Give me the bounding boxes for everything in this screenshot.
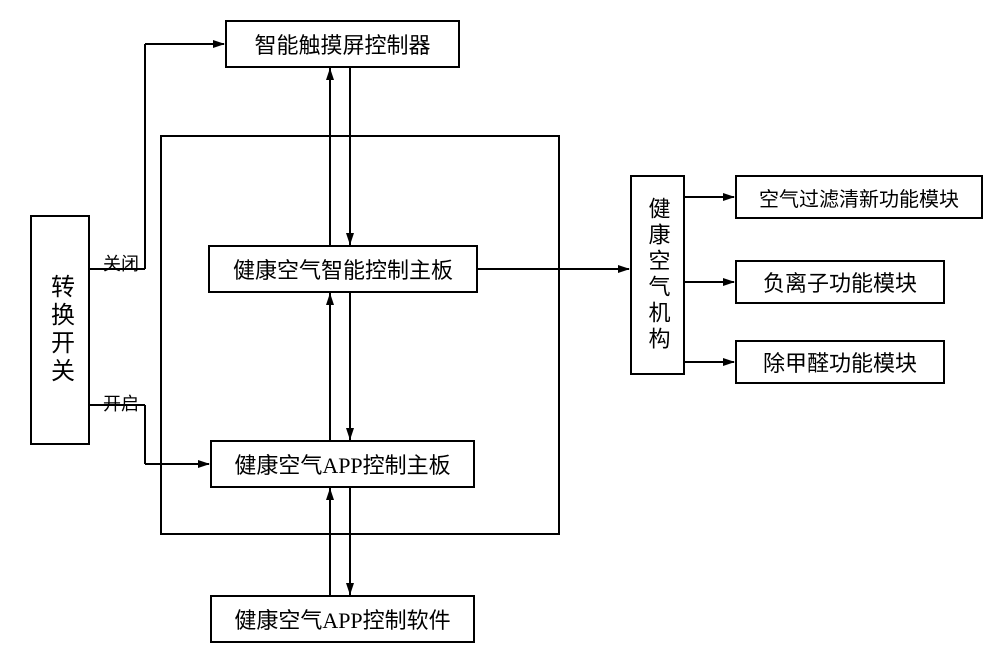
app-software-node: 健康空气APP控制软件 [210,595,475,643]
air-mechanism-label: 健康空气机构 [642,197,674,353]
app-software-label: 健康空气APP控制软件 [234,603,450,635]
touchscreen-label: 智能触摸屏控制器 [254,28,430,60]
filter-module-label: 空气过滤清新功能模块 [759,183,959,212]
smart-board-label: 健康空气智能控制主板 [233,253,453,285]
ion-module-node: 负离子功能模块 [735,260,945,304]
ion-module-label: 负离子功能模块 [763,266,917,298]
switch-node: 转换开关 [30,215,90,445]
close-label: 关闭 [103,250,139,276]
touchscreen-node: 智能触摸屏控制器 [225,20,460,68]
air-mechanism-node: 健康空气机构 [630,175,685,375]
open-label: 开启 [103,390,139,416]
switch-label: 转换开关 [43,274,78,386]
smart-board-node: 健康空气智能控制主板 [208,245,478,293]
formaldehyde-module-label: 除甲醛功能模块 [763,346,917,378]
formaldehyde-module-node: 除甲醛功能模块 [735,340,945,384]
filter-module-node: 空气过滤清新功能模块 [735,175,983,219]
app-board-node: 健康空气APP控制主板 [210,440,475,488]
app-board-label: 健康空气APP控制主板 [234,448,450,480]
